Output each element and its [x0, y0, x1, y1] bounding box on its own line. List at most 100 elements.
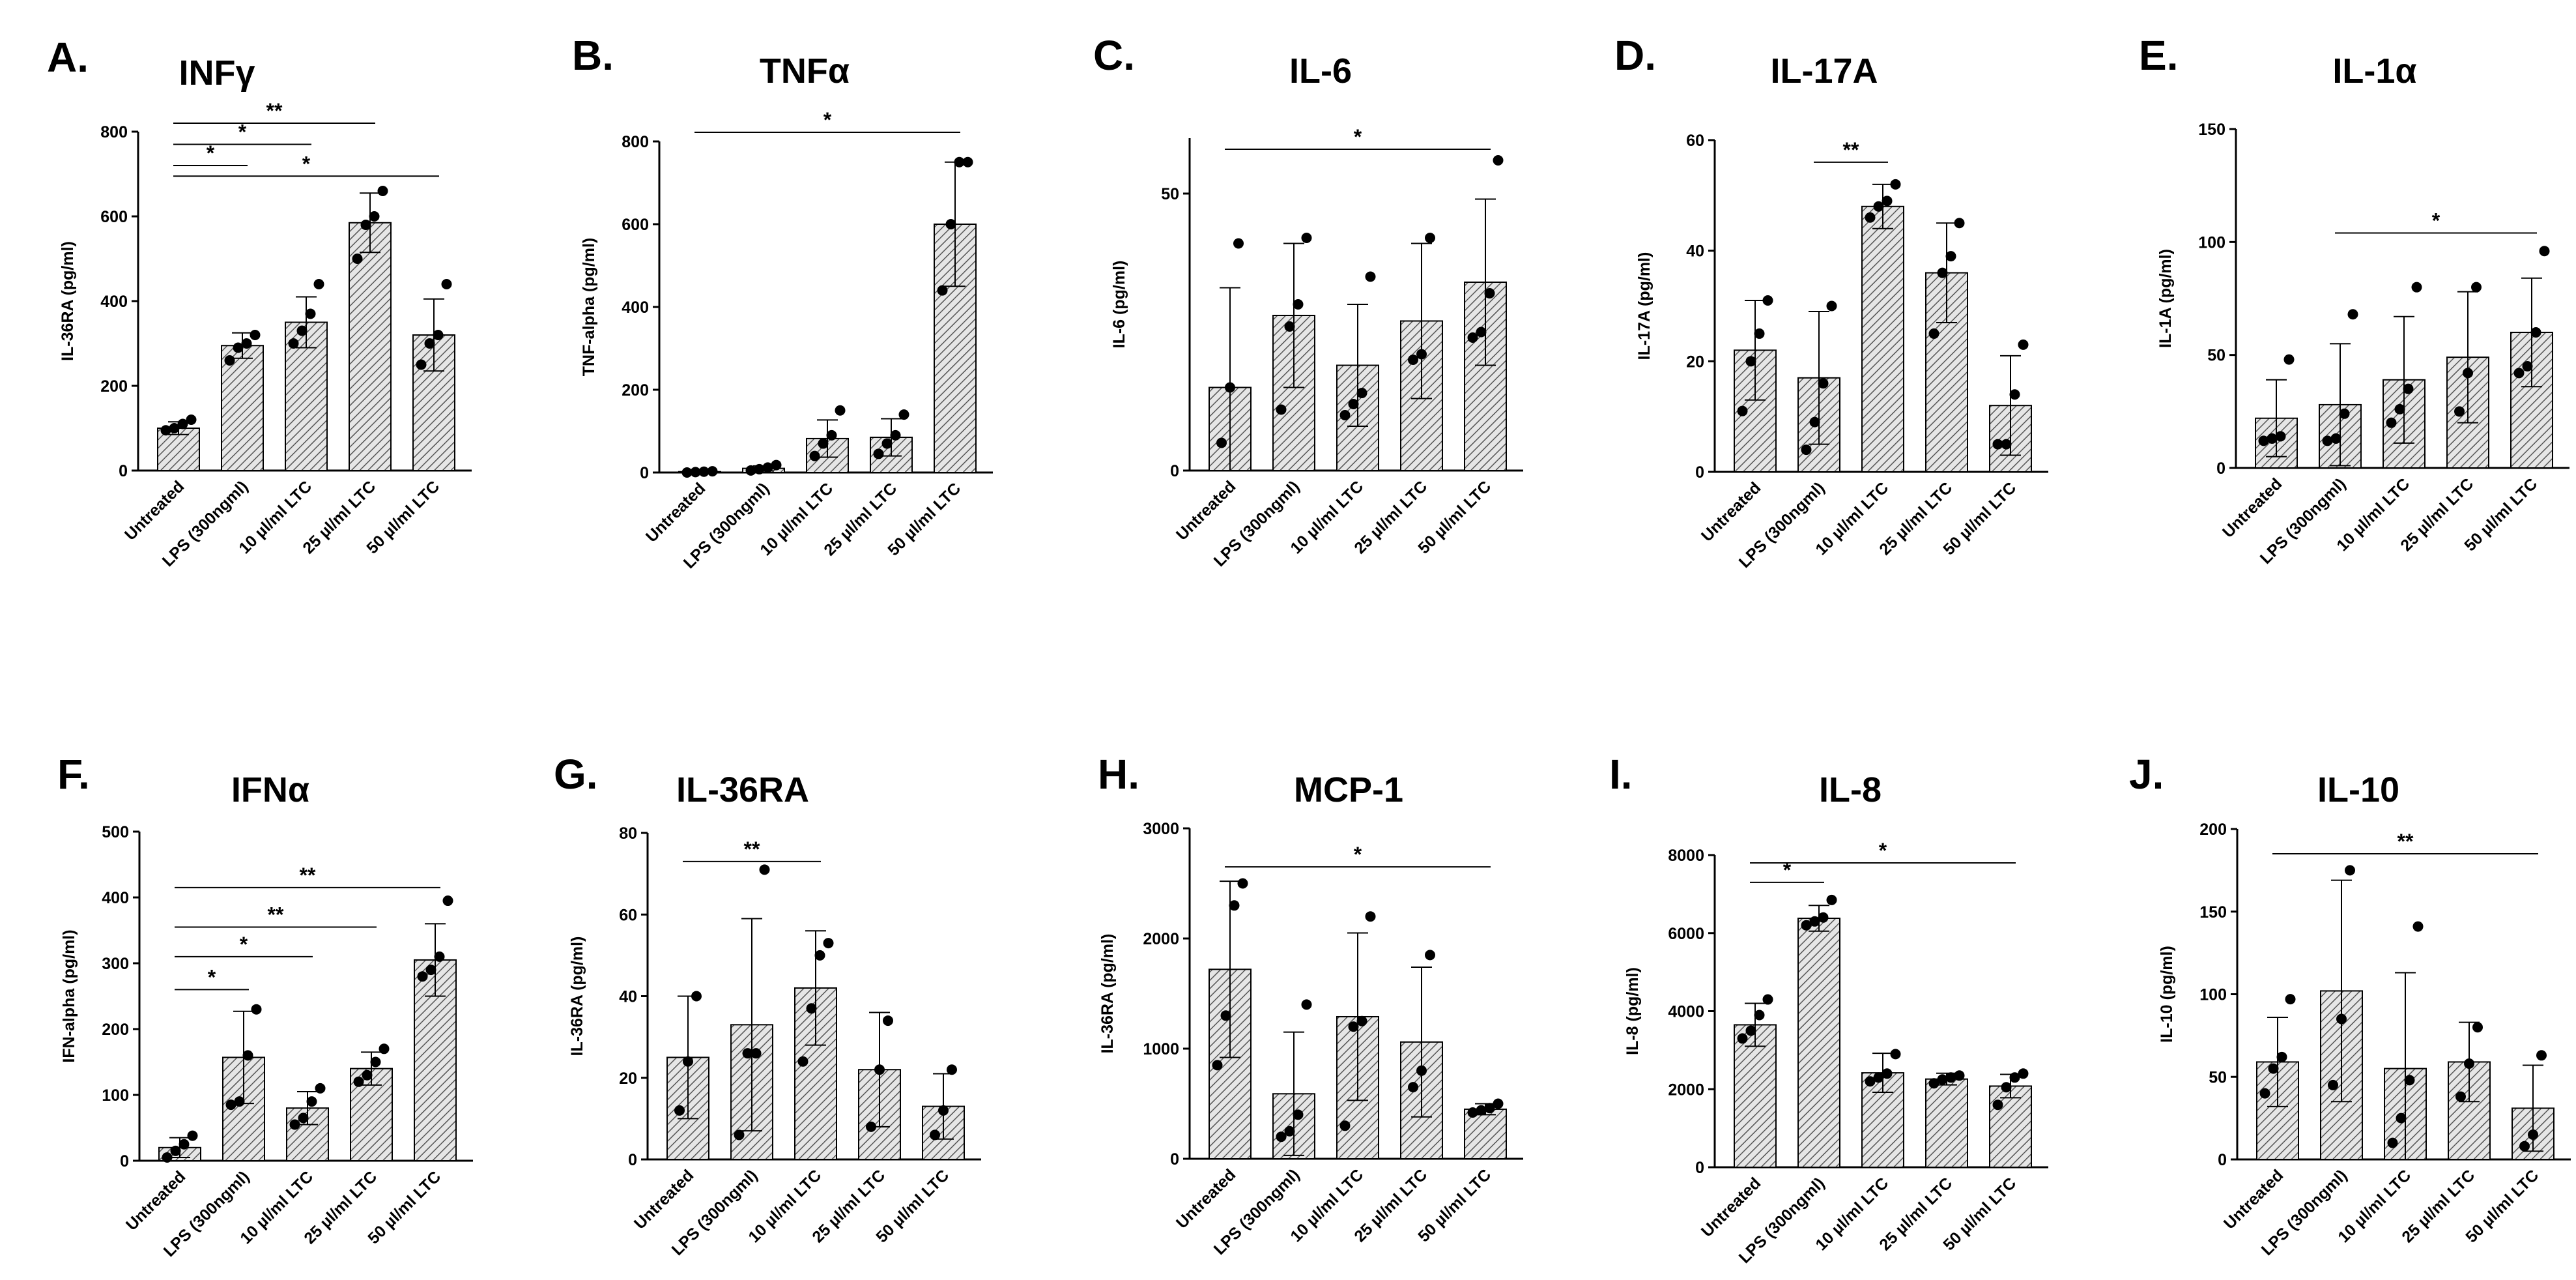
data-point — [360, 220, 371, 230]
data-point — [2412, 921, 2424, 932]
y-tick-label: 150 — [2198, 121, 2225, 139]
panel-label: H. — [1098, 751, 1139, 798]
data-point — [1890, 179, 1901, 190]
data-point — [1737, 405, 1748, 416]
significance-label: * — [1879, 839, 1887, 862]
data-point — [1882, 196, 1893, 207]
data-point — [160, 425, 171, 436]
data-point — [797, 1056, 809, 1067]
data-point — [2258, 435, 2269, 446]
data-point — [2268, 1063, 2279, 1074]
data-point — [1873, 201, 1884, 212]
panel-title: IL-6 — [1289, 51, 1352, 91]
y-tick-label: 0 — [1170, 462, 1179, 480]
panel-title: IL-8 — [1819, 770, 1882, 809]
panel-label: A. — [47, 34, 89, 81]
panel-title: INFγ — [179, 53, 255, 93]
data-point — [947, 1064, 957, 1075]
data-point — [1945, 251, 1956, 262]
data-point — [1220, 1010, 1231, 1021]
y-axis-label: IL-36RA (pg/ml) — [1098, 934, 1117, 1054]
data-point — [179, 1139, 190, 1150]
data-point — [1365, 911, 1376, 922]
data-point — [1229, 900, 1240, 911]
bar — [157, 428, 200, 471]
data-point — [2285, 994, 2296, 1005]
significance-label: * — [238, 121, 247, 144]
chart-panel-2: B. TNFα 0 200 400 600 800 TNF-alpha (pg/ml) Untr… — [572, 32, 993, 572]
y-tick-label: 2000 — [1143, 930, 1179, 948]
y-tick-label: 0 — [640, 464, 649, 482]
data-point — [2009, 1072, 2020, 1083]
data-point — [1937, 1074, 1948, 1085]
y-axis-label: IL-36RA (pg/ml) — [59, 241, 77, 361]
bar — [221, 345, 264, 471]
data-point — [745, 465, 756, 476]
data-point — [1954, 218, 1965, 229]
y-tick-label: 200 — [2199, 821, 2227, 839]
y-tick-label: 4000 — [1668, 1003, 1704, 1021]
data-point — [2259, 1088, 2270, 1099]
data-point — [683, 1056, 693, 1067]
data-point — [1301, 999, 1312, 1010]
data-point — [1293, 1109, 1304, 1120]
data-point — [442, 895, 453, 907]
data-point — [186, 415, 197, 425]
data-point — [1425, 233, 1435, 243]
data-point — [241, 338, 252, 349]
data-point — [369, 211, 380, 222]
data-point — [1801, 920, 1812, 931]
data-point — [2536, 1050, 2547, 1061]
data-point — [2267, 433, 2278, 444]
data-point — [1865, 1076, 1876, 1087]
y-tick-label: 200 — [100, 377, 128, 396]
data-point — [1890, 1049, 1901, 1060]
data-point — [1365, 271, 1376, 282]
data-point — [1416, 349, 1427, 360]
y-tick-label: 60 — [1686, 132, 1704, 150]
x-category-label: Untreated — [1698, 478, 1764, 545]
significance-label: ** — [268, 903, 284, 926]
data-point — [1826, 300, 1837, 312]
chart-panel-8: H. MCP-1 0 1000 2000 3000 IL-36RA (pg/ml) Untre… — [1098, 751, 1523, 1258]
data-point — [2345, 865, 2355, 876]
significance-label: * — [1354, 843, 1362, 866]
data-point — [1801, 444, 1812, 456]
data-point — [2322, 435, 2333, 446]
data-point — [162, 1152, 173, 1163]
data-point — [826, 429, 837, 441]
x-category-label: Untreated — [2220, 1166, 2287, 1232]
data-point — [177, 418, 188, 429]
data-point — [187, 1130, 198, 1141]
data-point — [1484, 288, 1495, 298]
data-point — [1762, 295, 1773, 306]
chart-panel-6: F. IFNα 0 100 200 300 400 500 IFN-alpha (pg/ml) U… — [57, 751, 473, 1260]
significance-label: * — [1783, 858, 1792, 882]
data-point — [759, 864, 770, 875]
data-point — [1493, 1098, 1504, 1109]
y-tick-label: 0 — [119, 462, 128, 480]
data-point — [938, 1105, 949, 1116]
y-tick-label: 100 — [2199, 986, 2227, 1004]
data-point — [2539, 246, 2550, 257]
data-point — [1992, 1099, 2003, 1111]
data-point — [251, 1004, 262, 1015]
y-tick-label: 800 — [622, 133, 649, 151]
data-point — [866, 1121, 876, 1132]
data-point — [234, 1096, 245, 1107]
x-category-label: Untreated — [1173, 1165, 1239, 1232]
y-tick-label: 2000 — [1668, 1081, 1704, 1099]
y-axis-label: IL-1A (pg/ml) — [2156, 249, 2175, 348]
chart-panel-9: I. IL-8 0 2000 4000 6000 8000 IL-8 (pg/ml) Untre… — [1609, 751, 2048, 1267]
data-point — [2522, 361, 2533, 371]
data-point — [2530, 327, 2541, 338]
data-point — [2330, 433, 2341, 444]
data-point — [1818, 912, 1829, 923]
data-point — [771, 459, 782, 471]
y-tick-label: 50 — [1161, 185, 1179, 203]
data-point — [441, 279, 452, 289]
data-point — [1233, 238, 1244, 249]
data-point — [2454, 406, 2465, 417]
